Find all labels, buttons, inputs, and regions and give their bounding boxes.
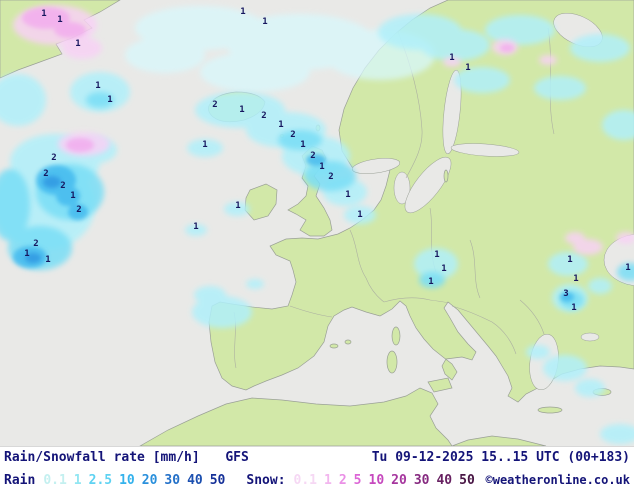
precip-value-marker: 1 [45, 255, 50, 265]
legend-step: 40 [187, 473, 203, 488]
footer-row-legend: Rain 0.1 1 2.5 10 20 30 40 50 Snow: 0.1 1 2 5 10 20 30 40… [0, 469, 634, 491]
legend-step: 40 [436, 473, 453, 488]
precip-value-marker: 1 [571, 303, 576, 313]
chart-units: [mm/h] [152, 450, 200, 465]
legend-step: 2 [338, 473, 347, 488]
legend-step: 0.1 [43, 473, 67, 488]
legend-step: 5 [353, 473, 362, 488]
legend: Rain 0.1 1 2.5 10 20 30 40 50 Snow: 0.1 1 2 5 10 20 30 40… [4, 470, 482, 492]
crete [537, 406, 563, 414]
rain-light-layer [0, 14, 634, 444]
precip-value-marker: 1 [239, 105, 244, 115]
precip-value-marker: 1 [441, 264, 446, 274]
legend-step: 30 [413, 473, 430, 488]
legend-step: 10 [368, 473, 385, 488]
valid-datetime: Tu 09-12-2025 15..15 UTC (00+183) [371, 450, 630, 465]
libya-coast [451, 435, 547, 446]
legend-step: 50 [459, 473, 475, 488]
rain-steps: 0.1 1 2.5 10 20 30 40 50 [43, 473, 232, 488]
chart-title: Rain/Snowfall rate [4, 450, 145, 465]
kattegat [393, 171, 411, 205]
precip-value-marker: 2 [60, 181, 65, 191]
chart-title-group: Rain/Snowfall rate [mm/h] GFS [4, 447, 249, 469]
rain-deep-layer [13, 154, 574, 302]
legend-step: 30 [164, 473, 181, 488]
gotland [443, 169, 449, 183]
precip-value-marker: 2 [76, 205, 81, 215]
seas-overlay [351, 12, 634, 391]
precip-value-marker: 1 [193, 222, 198, 232]
precip-value-marker: 1 [428, 277, 433, 287]
legend-step: 50 [209, 473, 226, 488]
gulf-of-finland [450, 143, 520, 157]
precip-value-marker: 1 [465, 63, 470, 73]
rain-wash-layer [125, 6, 435, 92]
legend-snow-label: Snow: [246, 473, 286, 488]
sicily [427, 377, 453, 393]
precip-value-marker: 2 [328, 172, 333, 182]
legend-step: 20 [391, 473, 407, 488]
baltic-sea [404, 156, 452, 214]
precip-value-marker: 1 [41, 9, 46, 19]
precip-value-marker: 1 [434, 250, 439, 260]
north-africa [139, 387, 453, 446]
footer-row-title: Rain/Snowfall rate [mm/h] GFS Tu 09-12-2… [0, 447, 634, 469]
precip-value-marker: 1 [449, 53, 454, 63]
precip-value-marker: 1 [625, 263, 630, 273]
precip-value-marker: 1 [573, 274, 578, 284]
precip-value-marker: 1 [75, 39, 80, 49]
copyright-text: ©weatheronline.co.uk [485, 473, 631, 487]
precip-value-marker: 1 [262, 17, 267, 27]
legend-step: 0.1 [293, 473, 318, 488]
legend-step: 20 [141, 473, 158, 488]
corsica [391, 326, 401, 346]
precip-value-marker: 1 [240, 7, 245, 17]
precip-value-marker: 2 [33, 239, 38, 249]
sardinia [386, 350, 398, 374]
rain-core-layer [25, 176, 61, 263]
legend-step: 1 [73, 473, 82, 488]
precip-value-marker: 2 [290, 130, 295, 140]
precip-value-marker: 2 [51, 153, 56, 163]
precip-value-marker: 3 [563, 289, 568, 299]
ireland [244, 183, 278, 221]
precip-value-marker: 2 [43, 169, 48, 179]
precip-value-marker: 1 [235, 201, 240, 211]
sea-of-marmara [580, 332, 600, 342]
mallorca [329, 343, 339, 349]
snow-mid-layer [22, 7, 514, 152]
legend-step: 1 [324, 473, 332, 488]
precip-value-marker: 1 [278, 120, 283, 130]
precip-value-marker: 1 [319, 162, 324, 172]
footer-bar: Rain/Snowfall rate [mm/h] GFS Tu 09-12-2… [0, 446, 634, 490]
precip-value-marker: 1 [70, 191, 75, 201]
precip-value-marker: 1 [24, 249, 29, 259]
legend-step: 2.5 [88, 473, 113, 488]
model-name: GFS [225, 450, 249, 465]
menorca [344, 339, 352, 345]
precip-value-marker: 1 [357, 210, 362, 220]
gulf-of-bothnia [442, 69, 462, 155]
legend-rain-label: Rain [4, 473, 36, 488]
snow-steps: 0.1 1 2 5 10 20 30 40 50 [294, 473, 482, 488]
precip-value-marker: 1 [300, 140, 305, 150]
precip-value-marker: 2 [212, 100, 217, 110]
legend-step: 10 [119, 473, 135, 488]
precip-value-marker: 2 [261, 111, 266, 121]
precip-value-marker: 1 [345, 190, 350, 200]
precip-value-marker: 1 [567, 255, 572, 265]
precip-value-marker: 2 [310, 151, 315, 161]
precip-value-marker: 1 [57, 15, 62, 25]
precip-value-marker: 1 [107, 95, 112, 105]
islands [279, 124, 612, 414]
precip-value-marker: 1 [202, 140, 207, 150]
precip-value-marker: 1 [95, 81, 100, 91]
